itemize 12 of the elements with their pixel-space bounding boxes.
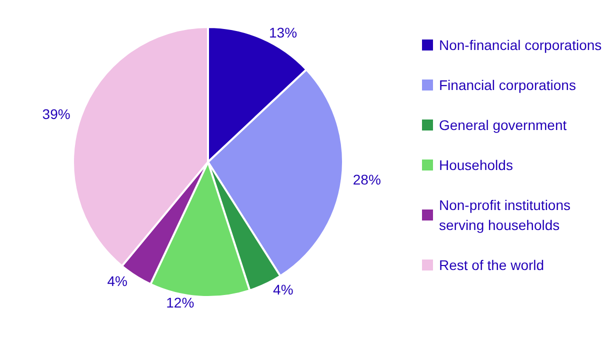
data-label: 4% xyxy=(273,282,294,298)
legend-label: Non-profit institutions serving households xyxy=(439,197,574,233)
data-label: 28% xyxy=(352,172,381,188)
data-label: 39% xyxy=(42,106,70,122)
legend-label: General government xyxy=(439,117,567,133)
legend-label: Financial corporations xyxy=(439,77,576,93)
legend-label: Non-financial corporations xyxy=(439,37,602,53)
legend-label: Households xyxy=(439,157,513,173)
data-label: 12% xyxy=(166,294,194,311)
data-label: 4% xyxy=(107,273,128,290)
legend-label: Rest of the world xyxy=(439,257,544,273)
data-label: 13% xyxy=(269,24,298,41)
